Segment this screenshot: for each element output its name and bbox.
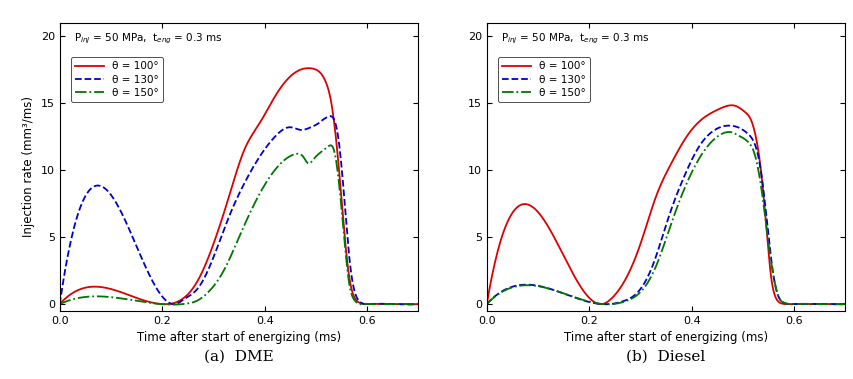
θ = 130° (623, 297, 633, 301)
Y-axis label: Injection rate (mm³/ms): Injection rate (mm³/ms) (22, 96, 35, 237)
θ = 150° (316, 149, 326, 154)
Line: θ = 150°: θ = 150° (60, 145, 418, 305)
Line: θ = 130°: θ = 130° (486, 125, 844, 304)
θ = 100° (481, 302, 491, 306)
θ = 150° (839, 302, 850, 306)
θ = 150° (623, 298, 633, 302)
Text: (b)  Diesel: (b) Diesel (626, 350, 705, 364)
θ = 150° (413, 302, 423, 306)
θ = 150° (98, 294, 108, 299)
θ = 130° (706, 129, 717, 134)
θ = 100° (171, 300, 182, 304)
θ = 150° (197, 295, 207, 299)
Text: P$_{inj}$ = 50 MPa,  t$_{eng}$ = 0.3 ms: P$_{inj}$ = 50 MPa, t$_{eng}$ = 0.3 ms (74, 31, 223, 46)
θ = 100° (304, 66, 314, 70)
θ = 100° (314, 70, 324, 74)
Legend: θ = 100°, θ = 130°, θ = 150°: θ = 100°, θ = 130°, θ = 150° (497, 57, 589, 102)
θ = 130° (839, 302, 850, 306)
θ = 150° (167, 302, 177, 307)
θ = 100° (839, 302, 850, 306)
θ = 100° (725, 103, 735, 108)
X-axis label: Time after start of energizing (ms): Time after start of energizing (ms) (136, 331, 341, 344)
θ = 130° (828, 302, 838, 307)
θ = 100° (280, 79, 290, 84)
θ = 150° (325, 143, 335, 147)
θ = 150° (281, 156, 291, 161)
θ = 150° (742, 140, 752, 144)
θ = 100° (599, 301, 609, 306)
Line: θ = 150°: θ = 150° (486, 132, 844, 304)
θ = 130° (98, 185, 108, 189)
θ = 150° (172, 302, 183, 307)
Line: θ = 100°: θ = 100° (60, 68, 418, 304)
X-axis label: Time after start of energizing (ms): Time after start of energizing (ms) (563, 331, 768, 344)
Text: P$_{inj}$ = 50 MPa,  t$_{eng}$ = 0.3 ms: P$_{inj}$ = 50 MPa, t$_{eng}$ = 0.3 ms (501, 31, 649, 46)
θ = 130° (598, 302, 608, 307)
θ = 130° (325, 114, 335, 119)
θ = 150° (525, 283, 535, 288)
θ = 150° (481, 302, 491, 306)
Legend: θ = 100°, θ = 130°, θ = 150°: θ = 100°, θ = 130°, θ = 150° (71, 57, 163, 102)
θ = 150° (598, 302, 608, 306)
θ = 100° (743, 114, 753, 119)
θ = 130° (413, 302, 423, 306)
θ = 150° (314, 151, 324, 155)
θ = 130° (481, 302, 491, 306)
θ = 100° (98, 285, 108, 290)
Line: θ = 100°: θ = 100° (486, 105, 844, 304)
θ = 100° (624, 269, 634, 273)
θ = 100° (402, 302, 412, 307)
θ = 100° (316, 72, 326, 76)
θ = 130° (722, 123, 733, 128)
θ = 150° (740, 138, 751, 143)
θ = 130° (55, 302, 65, 306)
θ = 100° (741, 112, 751, 117)
θ = 100° (525, 203, 535, 208)
θ = 130° (525, 282, 535, 287)
θ = 150° (706, 139, 717, 143)
θ = 100° (413, 302, 423, 306)
θ = 100° (55, 302, 65, 306)
θ = 130° (740, 130, 751, 135)
θ = 130° (402, 302, 412, 307)
θ = 130° (315, 119, 325, 124)
θ = 100° (196, 271, 206, 275)
θ = 130° (313, 121, 323, 125)
θ = 130° (742, 132, 752, 136)
Line: θ = 130°: θ = 130° (60, 116, 418, 304)
θ = 100° (707, 110, 717, 114)
θ = 130° (171, 302, 182, 306)
θ = 130° (280, 126, 290, 130)
θ = 100° (595, 302, 606, 307)
Text: (a)  DME: (a) DME (204, 350, 274, 364)
θ = 150° (723, 130, 734, 134)
θ = 130° (196, 280, 206, 285)
θ = 150° (55, 302, 65, 306)
θ = 150° (828, 302, 838, 307)
